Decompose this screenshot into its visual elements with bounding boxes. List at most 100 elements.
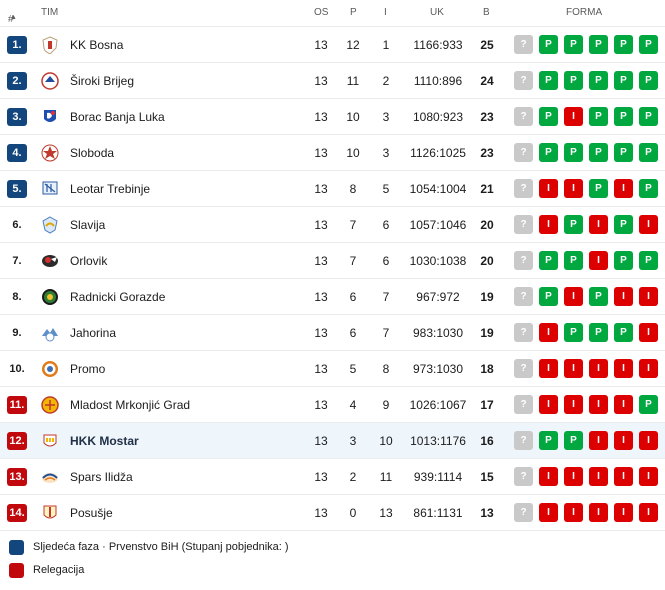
- form-loss-badge[interactable]: I: [564, 359, 583, 378]
- form-win-badge[interactable]: P: [539, 35, 558, 54]
- form-loss-badge[interactable]: I: [639, 215, 658, 234]
- table-row[interactable]: 12. HKK Mostar 13 3 10 1013:1176 16? P P I I I: [0, 422, 665, 458]
- table-row[interactable]: 14. Posušje 13 0 13 861:1131 13? I I I I I: [0, 494, 665, 530]
- form-loss-badge[interactable]: I: [639, 503, 658, 522]
- form-unknown-badge[interactable]: ?: [514, 71, 533, 90]
- form-unknown-badge[interactable]: ?: [514, 143, 533, 162]
- form-win-badge[interactable]: P: [639, 179, 658, 198]
- form-loss-badge[interactable]: I: [539, 395, 558, 414]
- form-win-badge[interactable]: P: [564, 431, 583, 450]
- form-unknown-badge[interactable]: ?: [514, 251, 533, 270]
- form-loss-badge[interactable]: I: [589, 467, 608, 486]
- team-name-link[interactable]: Spars Ilidža: [70, 470, 133, 484]
- form-win-badge[interactable]: P: [564, 323, 583, 342]
- form-win-badge[interactable]: P: [639, 143, 658, 162]
- form-win-badge[interactable]: P: [539, 251, 558, 270]
- form-loss-badge[interactable]: I: [539, 359, 558, 378]
- team-name-link[interactable]: Leotar Trebinje: [70, 182, 151, 196]
- form-unknown-badge[interactable]: ?: [514, 431, 533, 450]
- form-win-badge[interactable]: P: [564, 143, 583, 162]
- header-points[interactable]: B: [483, 7, 490, 18]
- form-loss-badge[interactable]: I: [614, 179, 633, 198]
- form-win-badge[interactable]: P: [589, 323, 608, 342]
- form-loss-badge[interactable]: I: [639, 287, 658, 306]
- form-unknown-badge[interactable]: ?: [514, 107, 533, 126]
- table-row[interactable]: 3. Borac Banja Luka 13 10 3 1080:923 23? P I P P P: [0, 98, 665, 134]
- form-loss-badge[interactable]: I: [614, 287, 633, 306]
- form-win-badge[interactable]: P: [589, 71, 608, 90]
- form-loss-badge[interactable]: I: [539, 323, 558, 342]
- team-name-link[interactable]: Borac Banja Luka: [70, 110, 165, 124]
- form-win-badge[interactable]: P: [639, 35, 658, 54]
- form-unknown-badge[interactable]: ?: [514, 359, 533, 378]
- form-loss-badge[interactable]: I: [539, 215, 558, 234]
- form-win-badge[interactable]: P: [614, 323, 633, 342]
- form-unknown-badge[interactable]: ?: [514, 179, 533, 198]
- header-losses[interactable]: I: [384, 7, 387, 18]
- team-name-link[interactable]: KK Bosna: [70, 38, 124, 52]
- form-win-badge[interactable]: P: [539, 143, 558, 162]
- form-loss-badge[interactable]: I: [539, 467, 558, 486]
- team-name-link[interactable]: Široki Brijeg: [70, 74, 135, 88]
- team-name-link[interactable]: HKK Mostar: [70, 434, 139, 448]
- form-win-badge[interactable]: P: [564, 35, 583, 54]
- form-win-badge[interactable]: P: [539, 287, 558, 306]
- table-row[interactable]: 1. KK Bosna 13 12 1 1166:933 25? P P P P P: [0, 26, 665, 62]
- table-row[interactable]: 9. Jahorina 13 6 7 983:1030 19? I P P P I: [0, 314, 665, 350]
- form-loss-badge[interactable]: I: [639, 431, 658, 450]
- form-win-badge[interactable]: P: [589, 179, 608, 198]
- form-win-badge[interactable]: P: [589, 107, 608, 126]
- team-name-link[interactable]: Jahorina: [70, 326, 117, 340]
- form-win-badge[interactable]: P: [614, 107, 633, 126]
- form-win-badge[interactable]: P: [539, 71, 558, 90]
- form-unknown-badge[interactable]: ?: [514, 503, 533, 522]
- table-row[interactable]: 2. Široki Brijeg 13 11 2 1110:896 24? P P P P P: [0, 62, 665, 98]
- table-row[interactable]: 4. Sloboda 13 10 3 1126:1025 23? P P P P P: [0, 134, 665, 170]
- form-win-badge[interactable]: P: [564, 71, 583, 90]
- form-win-badge[interactable]: P: [614, 35, 633, 54]
- form-loss-badge[interactable]: I: [589, 503, 608, 522]
- form-loss-badge[interactable]: I: [564, 179, 583, 198]
- team-name-link[interactable]: Posušje: [70, 506, 113, 520]
- team-name-link[interactable]: Mladost Mrkonjić Grad: [70, 398, 191, 412]
- team-name-link[interactable]: Sloboda: [70, 146, 115, 160]
- team-name-link[interactable]: Promo: [70, 362, 106, 376]
- form-loss-badge[interactable]: I: [539, 503, 558, 522]
- form-loss-badge[interactable]: I: [614, 395, 633, 414]
- form-loss-badge[interactable]: I: [614, 467, 633, 486]
- team-name-link[interactable]: Orlovik: [70, 254, 108, 268]
- form-win-badge[interactable]: P: [639, 107, 658, 126]
- sort-asc-icon[interactable]: ▲: [10, 14, 17, 21]
- table-row[interactable]: 5. Leotar Trebinje 13 8 5 1054:1004 21? I I P I P: [0, 170, 665, 206]
- team-name-link[interactable]: Slavija: [70, 218, 106, 232]
- header-played[interactable]: OS: [314, 7, 329, 18]
- form-win-badge[interactable]: P: [639, 395, 658, 414]
- header-team[interactable]: TIM: [41, 7, 59, 18]
- form-win-badge[interactable]: P: [614, 215, 633, 234]
- form-loss-badge[interactable]: I: [614, 431, 633, 450]
- form-loss-badge[interactable]: I: [564, 395, 583, 414]
- form-unknown-badge[interactable]: ?: [514, 323, 533, 342]
- form-loss-badge[interactable]: I: [589, 215, 608, 234]
- form-unknown-badge[interactable]: ?: [514, 35, 533, 54]
- header-wins[interactable]: P: [350, 7, 357, 18]
- form-loss-badge[interactable]: I: [614, 503, 633, 522]
- form-loss-badge[interactable]: I: [639, 467, 658, 486]
- form-win-badge[interactable]: P: [614, 251, 633, 270]
- table-row[interactable]: 11. Mladost Mrkonjić Grad 13 4 9 1026:1067 17?…: [0, 386, 665, 422]
- form-unknown-badge[interactable]: ?: [514, 287, 533, 306]
- form-win-badge[interactable]: P: [589, 35, 608, 54]
- form-win-badge[interactable]: P: [639, 71, 658, 90]
- form-win-badge[interactable]: P: [639, 251, 658, 270]
- form-loss-badge[interactable]: I: [564, 107, 583, 126]
- table-row[interactable]: 8. Radnicki Gorazde 13 6 7 967:972 19? P I P I I: [0, 278, 665, 314]
- form-unknown-badge[interactable]: ?: [514, 467, 533, 486]
- form-loss-badge[interactable]: I: [564, 467, 583, 486]
- form-loss-badge[interactable]: I: [639, 323, 658, 342]
- table-row[interactable]: 6. Slavija 13 7 6 1057:1046 20? I P I P I: [0, 206, 665, 242]
- form-unknown-badge[interactable]: ?: [514, 395, 533, 414]
- form-loss-badge[interactable]: I: [589, 359, 608, 378]
- form-win-badge[interactable]: P: [564, 251, 583, 270]
- form-loss-badge[interactable]: I: [589, 251, 608, 270]
- form-win-badge[interactable]: P: [614, 143, 633, 162]
